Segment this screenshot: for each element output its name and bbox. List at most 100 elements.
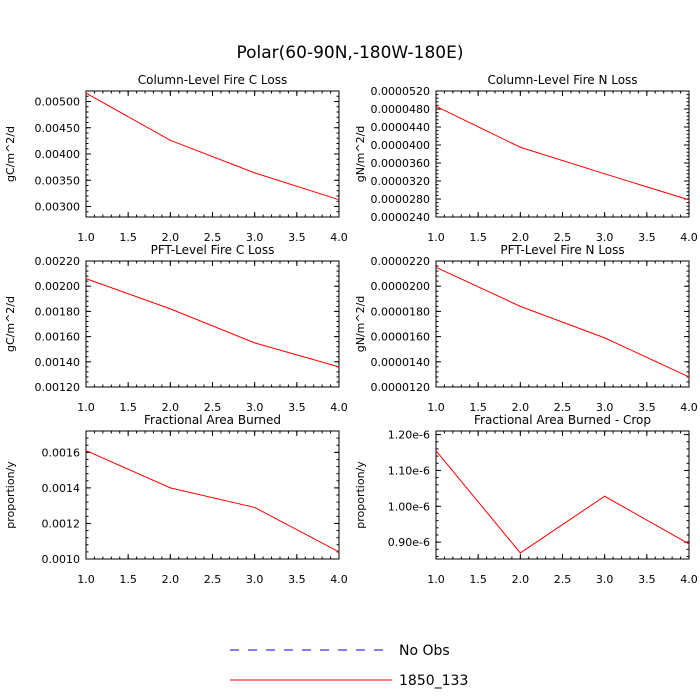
x-tick-label: 1.0 [427,231,445,244]
legend-label-1850-133: 1850_133 [399,673,468,689]
panel-title: Fractional Area Burned - Crop [474,413,651,427]
data-point [688,543,690,545]
plot-frame [85,260,340,388]
panel-title: PFT-Level Fire C Loss [151,243,275,257]
x-tick-label: 3.5 [638,573,656,586]
x-tick-label: 2.0 [512,401,530,414]
x-tick-label: 1.5 [119,573,137,586]
x-tick-label: 2.0 [512,573,530,586]
data-point [169,308,171,310]
y-tick-label: 0.0000400 [371,139,431,152]
y-axis-label: gN/m^2/d [354,296,367,353]
data-point [254,172,256,174]
x-tick-label: 2.5 [554,231,572,244]
y-tick-label: 0.0014 [42,482,81,495]
data-point [519,146,521,148]
plot-frame [85,430,340,560]
x-tick-label: 1.5 [469,231,487,244]
y-tick-label: 0.00300 [35,201,81,214]
y-tick-label: 0.00500 [35,96,81,109]
y-axis-label: gN/m^2/d [354,126,367,183]
x-tick-label: 2.0 [162,231,180,244]
series-line-1850-133 [435,450,690,554]
x-tick-label: 3.0 [246,231,264,244]
x-tick-label: 4.0 [330,573,348,586]
y-tick-label: 1.00e-6 [388,500,430,513]
y-tick-label: 0.00160 [35,331,81,344]
panel-title: PFT-Level Fire N Loss [500,243,624,257]
y-tick-label: 1.10e-6 [388,464,430,477]
y-tick-label: 0.00450 [35,122,81,135]
x-tick-label: 1.5 [119,231,137,244]
figure-title: Polar(60-90N,-180W-180E) [237,43,464,63]
data-point [85,278,87,280]
y-axis-label: proportion/y [354,461,367,529]
panel-title: Column-Level Fire C Loss [138,73,288,87]
y-tick-label: 0.00140 [35,356,81,369]
x-tick-label: 3.5 [288,573,306,586]
data-point [435,105,437,107]
legend: No Obs 1850_133 [230,643,468,689]
x-tick-label: 2.0 [512,231,530,244]
data-point [169,139,171,141]
y-tick-label: 0.0000520 [371,85,431,98]
panel-6: Fractional Area Burned - Crop proportion/… [354,413,698,586]
panel-5: Fractional Area Burned proportion/y 1.0 1.5… [4,413,348,586]
data-point [338,199,340,201]
data-point [688,199,690,201]
data-point [169,487,171,489]
y-axis-label: gC/m^2/d [4,126,17,182]
x-tick-label: 3.0 [596,401,614,414]
data-point [519,552,521,554]
y-tick-label: 0.0000120 [371,381,431,394]
data-point [688,376,690,378]
y-tick-label: 0.00220 [35,255,81,268]
x-tick-label: 1.0 [77,401,95,414]
plot-frame [85,90,340,218]
panel-3: PFT-Level Fire C Loss gC/m^2/d 1.0 1.5 2.0 2.… [4,243,348,414]
x-tick-label: 1.0 [427,401,445,414]
x-tick-label: 2.5 [204,231,222,244]
y-axis-label: gC/m^2/d [4,296,17,352]
y-tick-label: 0.0000160 [371,331,431,344]
x-tick-label: 4.0 [680,231,698,244]
x-tick-label: 1.5 [469,401,487,414]
x-tick-label: 2.5 [204,573,222,586]
x-tick-label: 1.5 [469,573,487,586]
x-tick-label: 1.0 [77,231,95,244]
x-tick-label: 3.0 [596,573,614,586]
x-tick-label: 1.0 [77,573,95,586]
x-tick-label: 3.5 [638,401,656,414]
panel-1: Column-Level Fire C Loss gC/m^2/d 1.0 1.5 2.… [4,73,348,244]
panels: Column-Level Fire C Loss gC/m^2/d 1.0 1.5 2.… [4,73,698,586]
y-tick-label: 0.00180 [35,305,81,318]
y-tick-label: 0.0000220 [371,255,431,268]
x-tick-label: 3.0 [596,231,614,244]
panel-2: Column-Level Fire N Loss gN/m^2/d 1.0 1.5 2.… [354,73,698,244]
y-tick-label: 0.0000320 [371,175,431,188]
data-point [254,506,256,509]
y-tick-label: 0.90e-6 [388,536,430,549]
series-line-1850-133 [85,278,340,368]
x-tick-label: 4.0 [680,573,698,586]
legend-label-no-obs: No Obs [399,643,450,659]
y-tick-label: 0.00120 [35,381,81,394]
x-tick-label: 3.0 [246,401,264,414]
x-tick-label: 2.5 [204,401,222,414]
data-point [519,305,521,307]
y-tick-label: 0.00350 [35,174,81,187]
plot-frame [435,430,690,560]
x-tick-label: 2.0 [162,401,180,414]
data-point [85,92,87,94]
series-line-1850-133 [85,92,340,201]
x-tick-label: 1.0 [427,573,445,586]
y-tick-label: 0.0016 [42,446,81,459]
y-tick-label: 0.0010 [42,553,81,566]
y-tick-label: 0.0000480 [371,103,431,116]
data-point [85,449,87,452]
panel-title: Column-Level Fire N Loss [487,73,637,87]
y-tick-label: 0.0000140 [371,356,431,369]
x-tick-label: 2.0 [162,573,180,586]
data-point [604,337,606,339]
